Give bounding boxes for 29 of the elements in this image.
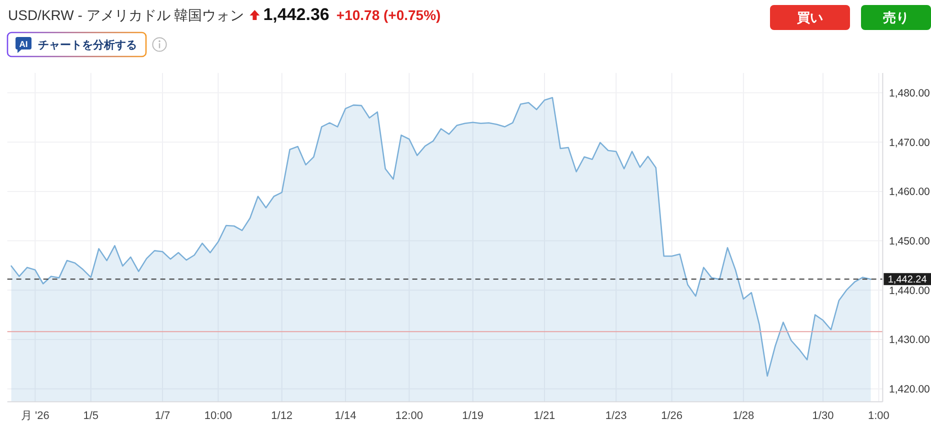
x-tick-label: 1/19 (462, 410, 484, 422)
price-tag: 1,442.24 (884, 273, 931, 286)
x-tick-label: 1/5 (83, 410, 99, 422)
x-tick-label: 1/14 (334, 410, 356, 422)
x-tick-label: 12:00 (395, 410, 423, 422)
x-tick-label: 1/21 (534, 410, 556, 422)
y-tick-label: 1,460.00 (889, 186, 930, 198)
ref-line-label: 1,442.24 (888, 274, 928, 286)
x-tick-label: 1/30 (812, 410, 834, 422)
x-tick-label: 1/26 (661, 410, 683, 422)
sell-button: 売り (861, 5, 931, 30)
x-tick-label: 1/7 (154, 410, 170, 422)
y-tick-label: 1,420.00 (889, 384, 930, 396)
y-tick-label: 1,450.00 (889, 236, 930, 248)
chart-title: USD/KRW - アメリカドル 韓国ウォン (8, 7, 244, 23)
buy-button: 買い (770, 5, 850, 30)
x-tick-label: 1:00 (868, 410, 890, 422)
y-tick-label: 1,470.00 (889, 136, 930, 149)
x-tick-label: 1/12 (271, 410, 293, 422)
text: +10.78 (+0.75%) (336, 7, 441, 23)
x-tick-label: 10:00 (204, 410, 232, 422)
x-tick-label: 1/28 (732, 410, 754, 422)
analyze-chart-button: AI チャートを分析する (6, 32, 147, 58)
y-tick-label: 1,480.00 (889, 87, 930, 100)
y-tick-label: 1,430.00 (889, 334, 930, 346)
chart-subtitle: 1,442.36 (263, 5, 330, 24)
x-tick-label: 月 '26 (20, 410, 50, 422)
y-tick-label: 1,440.00 (889, 284, 930, 297)
x-tick-label: 1/23 (605, 410, 627, 422)
